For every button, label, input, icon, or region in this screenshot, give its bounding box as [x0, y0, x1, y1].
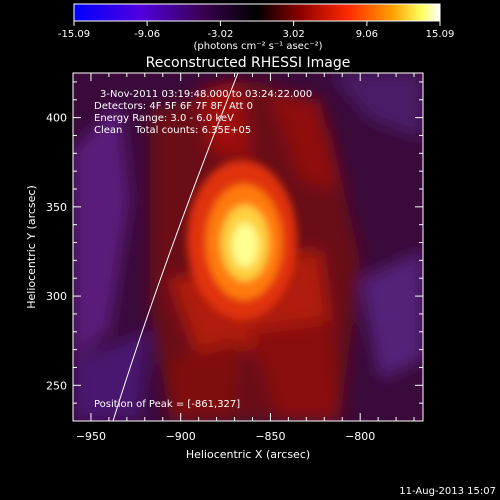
- annotation-detectors: Detectors: 4F 5F 6F 7F 8F, Att 0: [94, 101, 253, 112]
- x-tick-label: −950: [76, 430, 106, 443]
- colorbar-tick-label: -9.06: [134, 29, 160, 40]
- colorbar-tick-label: 9.06: [356, 29, 378, 40]
- colorbar-tick-label: 15.09: [426, 29, 455, 40]
- colorbar-unit-label: (photons cm⁻² s⁻¹ asec⁻²): [193, 41, 322, 52]
- colorbar-gradient: [73, 3, 441, 22]
- colorbar-ticks: -15.09 -9.06 -3.02 3.02 9.06 15.09: [58, 21, 454, 40]
- annotation-time-range: 3-Nov-2011 03:19:48.000 to 03:24:22.000: [100, 89, 312, 100]
- purple-region-right: [360, 250, 423, 380]
- y-axis-ticks: 250 300 350 400: [46, 81, 423, 404]
- x-tick-label: −800: [345, 430, 375, 443]
- colorbar-tick-label: 3.02: [282, 29, 304, 40]
- red-band-3: [250, 320, 340, 421]
- colorbar: -15.09 -9.06 -3.02 3.02 9.06 15.09 (photons c…: [58, 3, 454, 52]
- annotation-energy-range: Energy Range: 3.0 - 6.0 keV: [94, 113, 234, 124]
- x-tick-label: −900: [166, 430, 196, 443]
- peak-core: [232, 223, 258, 267]
- annotation-total-counts: Clean Total counts: 6.35E+05: [94, 125, 251, 136]
- annotation-peak-position: Position of Peak = [-861,327]: [94, 399, 240, 410]
- y-axis-label: Heliocentric Y (arcsec): [25, 185, 38, 309]
- y-tick-label: 400: [46, 112, 67, 125]
- heatmap: [73, 73, 423, 421]
- red-band-5: [270, 90, 340, 190]
- footer-date: 11-Aug-2013 15:07: [399, 486, 496, 497]
- x-axis-ticks: −950 −900 −850 −800: [72, 73, 415, 443]
- purple-region-lower-left: [73, 330, 150, 421]
- chart-title: Reconstructed RHESSI Image: [146, 55, 351, 71]
- purple-region-top-right: [330, 73, 423, 140]
- x-tick-label: −850: [255, 430, 285, 443]
- red-band-4: [170, 340, 240, 421]
- y-tick-label: 350: [46, 201, 67, 214]
- annotations: 3-Nov-2011 03:19:48.000 to 03:24:22.000 …: [94, 89, 312, 410]
- x-axis-label: Heliocentric X (arcsec): [186, 448, 310, 461]
- colorbar-tick-label: -15.09: [58, 29, 90, 40]
- purple-region-left: [73, 100, 130, 360]
- solar-limb-curve: [112, 73, 239, 421]
- y-tick-label: 250: [46, 379, 67, 392]
- y-tick-label: 300: [46, 290, 67, 303]
- colorbar-tick-label: -3.02: [207, 29, 233, 40]
- red-band-1: [200, 80, 250, 160]
- plot-frame: [72, 72, 424, 422]
